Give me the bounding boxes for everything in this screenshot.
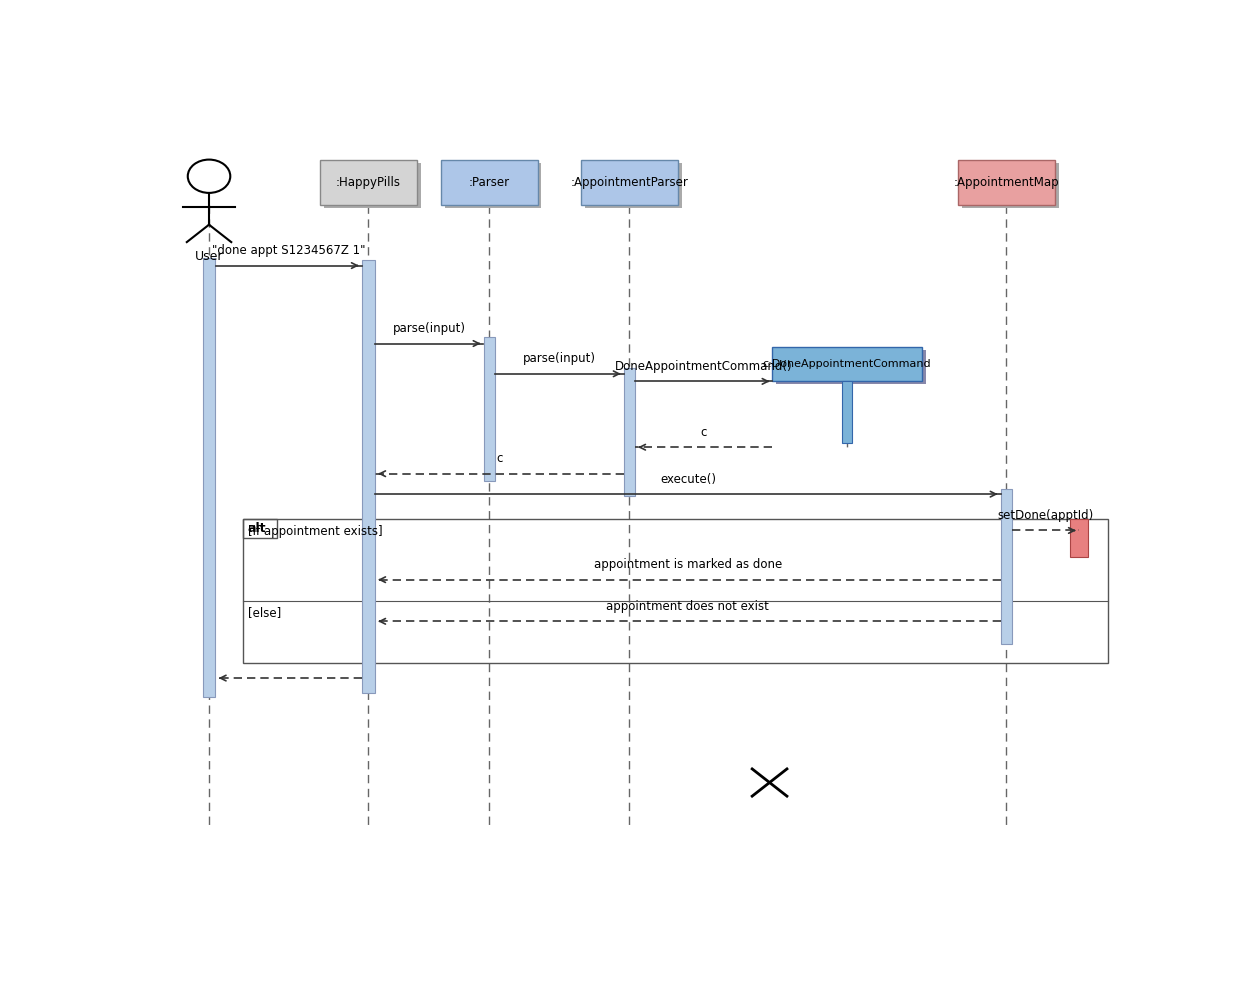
Bar — [362, 260, 375, 693]
Bar — [484, 337, 495, 482]
Text: parse(input): parse(input) — [522, 353, 596, 366]
Text: [if appointment exists]: [if appointment exists] — [248, 525, 383, 538]
Text: :HappyPills: :HappyPills — [335, 176, 402, 189]
Bar — [772, 347, 922, 381]
Bar — [842, 381, 852, 443]
Bar — [203, 258, 216, 697]
Text: :AppointmentParser: :AppointmentParser — [570, 176, 688, 189]
Text: setDone(apptId): setDone(apptId) — [998, 509, 1094, 522]
Text: parse(input): parse(input) — [393, 322, 466, 335]
Text: [else]: [else] — [248, 607, 281, 619]
Text: User: User — [195, 250, 223, 262]
Text: appointment does not exist: appointment does not exist — [606, 600, 769, 613]
Text: alt: alt — [248, 522, 266, 536]
Bar — [324, 162, 420, 208]
Text: "done appt S1234567Z 1": "done appt S1234567Z 1" — [212, 244, 365, 258]
Text: :Parser: :Parser — [469, 176, 510, 189]
Bar — [320, 159, 416, 205]
Bar — [1001, 489, 1011, 644]
Text: :AppointmentMap: :AppointmentMap — [954, 176, 1059, 189]
Bar — [585, 162, 682, 208]
Text: appointment is marked as done: appointment is marked as done — [594, 558, 782, 571]
Bar — [445, 162, 541, 208]
Bar — [243, 519, 277, 538]
Text: c:DoneAppointmentCommand: c:DoneAppointmentCommand — [763, 359, 932, 369]
Bar — [441, 159, 537, 205]
Text: DoneAppointmentCommand(): DoneAppointmentCommand() — [615, 360, 793, 373]
Text: c: c — [496, 452, 503, 465]
Bar — [624, 368, 635, 496]
Bar — [958, 159, 1055, 205]
Bar — [581, 159, 678, 205]
Bar — [243, 519, 1107, 663]
Text: execute(): execute() — [660, 473, 716, 486]
Bar — [776, 350, 925, 384]
Bar — [1070, 519, 1087, 557]
Bar — [961, 162, 1059, 208]
Text: c: c — [701, 426, 707, 438]
